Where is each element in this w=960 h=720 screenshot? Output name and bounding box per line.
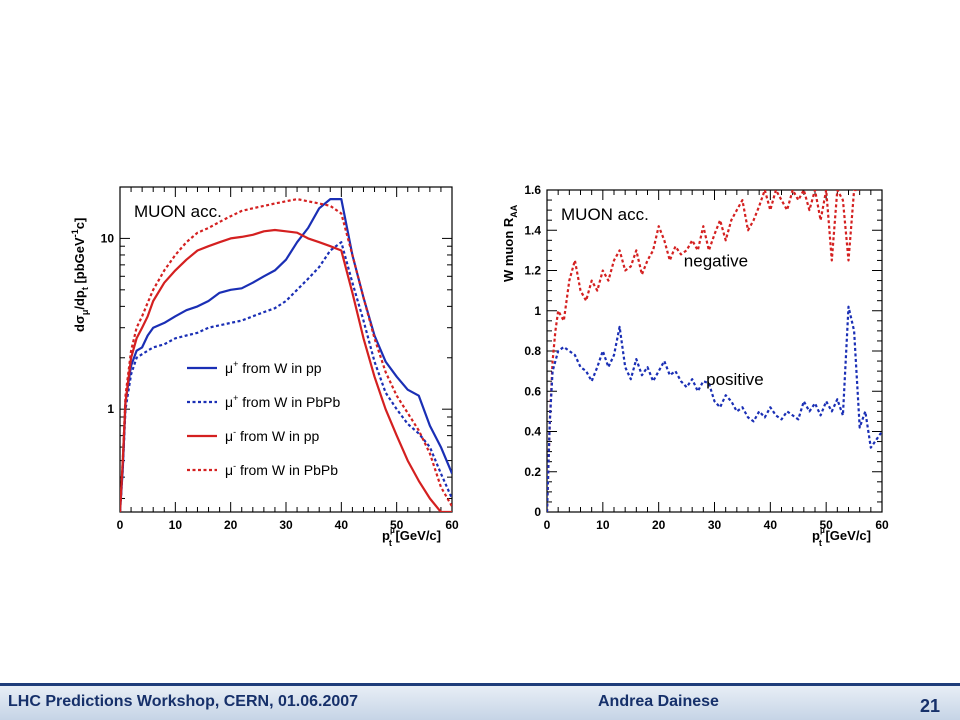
x-label-mu: μ (820, 526, 825, 535)
series-line-2 (120, 228, 452, 512)
legend-symbol: μ (225, 394, 233, 410)
legend-symbol: μ (225, 462, 233, 478)
series-group (120, 198, 452, 512)
y-tick-label: 1 (107, 402, 114, 416)
x-tick-label: 40 (335, 518, 349, 532)
x-label-t: t (389, 538, 392, 548)
x-tick-label: 60 (445, 518, 459, 532)
y-tick-label: 1 (534, 304, 541, 318)
x-label-unit: [GeV/c] (822, 528, 871, 543)
y-tick-label: 0.4 (524, 425, 541, 439)
y-tick-label: 0.8 (524, 344, 541, 358)
right-chart: 0 10 20 30 40 50 60 0 0.2 0.4 0.6 0.8 1 1.2 1.4 1.6 MUON… (501, 183, 889, 548)
y-label-part: [pbGeV (72, 237, 87, 287)
series-line-0 (120, 198, 452, 512)
curve-label-positive: positive (706, 370, 764, 389)
x-label-mu: μ (390, 526, 395, 535)
y-tick-label: 1.2 (524, 264, 541, 278)
y-axis-label: W muon RAA (501, 204, 519, 282)
x-tick-label: 10 (596, 518, 610, 532)
y-tick-label: 1.4 (524, 223, 541, 237)
series-group (547, 190, 882, 512)
x-tick-label: 40 (764, 518, 778, 532)
footer-author: Andrea Dainese (598, 693, 719, 710)
y-tick-label: 10 (101, 231, 115, 245)
page-number: 21 (920, 696, 941, 716)
x-label-p: p (382, 528, 390, 543)
x-tick-label: 0 (544, 518, 551, 532)
x-tick-label: 20 (224, 518, 238, 532)
x-label-t: t (819, 538, 822, 548)
legend-symbol: μ (225, 360, 233, 376)
series-line-0 (547, 190, 860, 512)
x-tick-label: 30 (279, 518, 293, 532)
y-axis-label: dσμ/dpt [pbGeV-1c] (70, 218, 90, 332)
legend-text: from W in PbPb (236, 462, 338, 478)
legend-charge: + (233, 359, 238, 369)
legend-text: from W in pp (236, 428, 319, 444)
legend-label-2: μ- from W in pp (225, 427, 320, 444)
legend-label-1: μ+ from W in PbPb (225, 393, 340, 410)
x-tick-label: 60 (875, 518, 889, 532)
x-tick-label: 50 (819, 518, 833, 532)
legend-charge: - (233, 427, 236, 437)
y-tick-label: 0 (534, 505, 541, 519)
legend-label-3: μ- from W in PbPb (225, 461, 338, 478)
plot-annotation: MUON acc. (561, 205, 649, 224)
x-axis-label: pμ t [GeV/c] (812, 526, 871, 548)
x-label-unit: [GeV/c] (392, 528, 441, 543)
x-label-p: p (812, 528, 820, 543)
x-tick-label: 10 (169, 518, 183, 532)
legend-symbol: μ (225, 428, 233, 444)
x-tick-label: 20 (652, 518, 666, 532)
y-label-part: AA (509, 204, 519, 217)
legend-text: from W in pp (238, 360, 321, 376)
legend-charge: - (233, 461, 236, 471)
y-tick-label: 0.6 (524, 384, 541, 398)
plot-annotation: MUON acc. (134, 202, 222, 221)
legend-charge: + (233, 393, 238, 403)
series-line-1 (120, 241, 452, 512)
x-tick-label: 30 (708, 518, 722, 532)
y-label-part: c] (72, 218, 87, 230)
x-axis-label: pμ t [GeV/c] (382, 526, 441, 548)
y-label-part: μ (80, 310, 90, 316)
series-line-1 (547, 305, 882, 512)
y-label-part: /dp (72, 290, 87, 310)
footer-bar (0, 686, 960, 720)
footer-event: LHC Predictions Workshop, CERN, 01.06.20… (8, 693, 359, 710)
y-label-part: -1 (70, 229, 80, 237)
curve-label-negative: negative (684, 251, 748, 270)
y-tick-label: 1.6 (524, 183, 541, 197)
y-label-part: dσ (72, 315, 87, 332)
x-tick-label: 50 (390, 518, 404, 532)
legend-label-0: μ+ from W in pp (225, 359, 322, 376)
footer-divider (0, 683, 960, 686)
plot-frame (546, 189, 883, 513)
legend-text: from W in PbPb (238, 394, 340, 410)
x-tick-label: 0 (117, 518, 124, 532)
y-label-part: W muon R (501, 217, 516, 282)
y-tick-label: 0.2 (524, 465, 541, 479)
y-label-part: t (80, 287, 90, 290)
